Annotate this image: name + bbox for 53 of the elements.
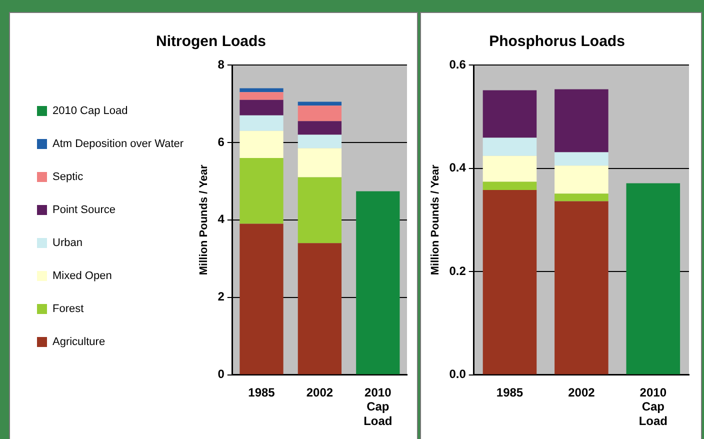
bar xyxy=(298,148,342,178)
y-tick-label: 0.4 xyxy=(449,160,466,175)
bar xyxy=(554,152,608,166)
y-tick-label: 0.2 xyxy=(449,264,466,278)
x-tick-label: 2002 xyxy=(568,385,596,400)
y-axis-title: Million Pounds / Year xyxy=(430,164,442,276)
bar xyxy=(554,89,608,152)
legend-label: Point Source xyxy=(52,204,116,216)
bar xyxy=(240,224,284,374)
bar xyxy=(554,194,608,202)
x-tick-label: 2010 Cap Load xyxy=(638,385,668,428)
bar xyxy=(240,130,284,158)
bar xyxy=(298,177,342,244)
x-tick-label: 2002 xyxy=(306,385,334,400)
y-tick-label: 0.0 xyxy=(449,367,466,382)
bar xyxy=(482,182,537,190)
x-tick-label: 1985 xyxy=(496,385,524,400)
bar xyxy=(482,90,537,138)
bar xyxy=(240,100,284,116)
y-tick-label: 0.6 xyxy=(449,57,466,72)
bar xyxy=(240,115,284,131)
y-tick-label: 8 xyxy=(218,57,225,72)
bar xyxy=(240,92,284,100)
bar xyxy=(554,166,608,194)
y-tick-label: 6 xyxy=(218,134,225,149)
bar xyxy=(554,201,608,374)
bar xyxy=(482,190,537,374)
y-tick-label: 0 xyxy=(218,367,225,382)
bar xyxy=(482,156,537,182)
legend-label: Urban xyxy=(52,237,82,250)
legend-label: Agriculture xyxy=(52,336,106,348)
legend-label: Mixed Open xyxy=(52,270,112,282)
chart-title: Nitrogen Loads xyxy=(156,33,266,50)
bar xyxy=(482,138,537,156)
bar xyxy=(298,243,342,374)
legend-label: 2010 Cap Load xyxy=(52,105,128,118)
y-tick-label: 2 xyxy=(218,290,225,304)
bar xyxy=(298,121,342,135)
legend-label: Atm Deposition over Water xyxy=(52,138,184,150)
legend-label: Septic xyxy=(52,171,84,184)
bar xyxy=(240,158,284,224)
bar xyxy=(240,88,284,92)
bar xyxy=(626,183,680,374)
chart-title: Phosphorus Loads xyxy=(489,33,625,50)
x-tick-label: 1985 xyxy=(248,385,276,400)
bar xyxy=(356,191,400,374)
x-tick-label: 2010 Cap Load xyxy=(364,385,392,428)
bar xyxy=(298,102,342,106)
y-tick-label: 4 xyxy=(218,212,225,226)
bar xyxy=(298,106,342,122)
bar xyxy=(298,134,342,148)
legend-label: Forest xyxy=(52,303,84,316)
y-axis-title: Million Pounds / Year xyxy=(198,164,210,276)
